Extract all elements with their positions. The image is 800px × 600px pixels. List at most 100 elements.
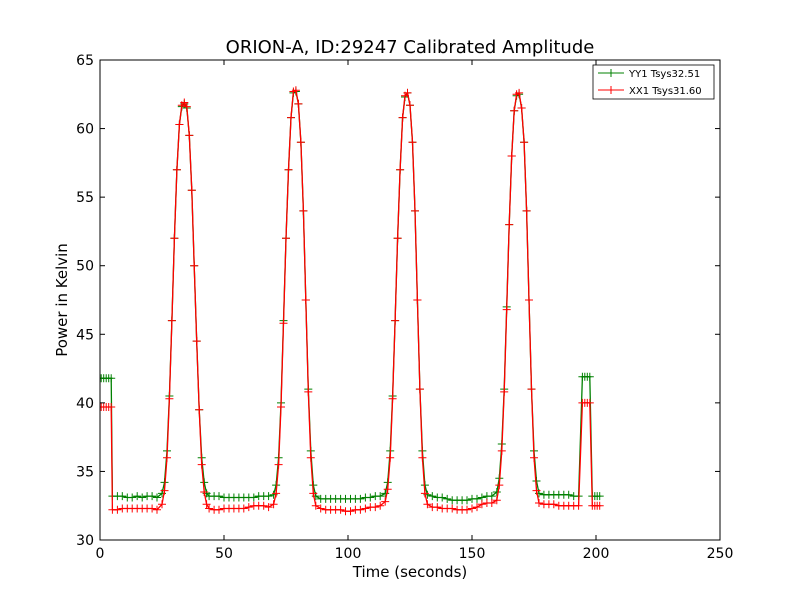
data-point-xx1 bbox=[371, 503, 380, 512]
data-point-xx1 bbox=[423, 500, 432, 509]
legend-entry-yy1[interactable]: YY1 Tsys32.51 bbox=[598, 69, 700, 80]
data-point-xx1 bbox=[172, 165, 181, 174]
data-point-xx1 bbox=[239, 504, 248, 513]
data-point-xx1 bbox=[520, 138, 529, 147]
data-point-yy1 bbox=[381, 489, 390, 498]
data-point-xx1 bbox=[477, 500, 486, 509]
axis-ticks: 0 50 100 150 200 250 30 35 40 45 50 55 60 65 bbox=[76, 53, 733, 562]
data-point-yy1 bbox=[118, 492, 127, 501]
data-point-xx1 bbox=[403, 88, 412, 97]
data-point-xx1 bbox=[215, 505, 223, 514]
data-point-xx1 bbox=[487, 499, 496, 507]
data-point-xx1 bbox=[167, 316, 176, 325]
data-point-xx1 bbox=[311, 501, 320, 510]
data-point-yy1 bbox=[215, 492, 223, 501]
data-point-xx1 bbox=[356, 505, 365, 514]
legend[interactable]: YY1 Tsys32.51 XX1 Tsys31.60 bbox=[592, 64, 715, 100]
data-point-xx1 bbox=[284, 165, 293, 174]
data-point-xx1 bbox=[264, 503, 273, 512]
data-point-xx1 bbox=[507, 152, 516, 160]
data-point-xx1 bbox=[107, 403, 116, 411]
data-point-xx1 bbox=[549, 500, 558, 509]
data-point-xx1 bbox=[595, 501, 604, 510]
data-point-xx1 bbox=[279, 319, 288, 328]
plot-area bbox=[100, 60, 720, 540]
data-point-xx1 bbox=[190, 261, 199, 270]
data-point-xx1 bbox=[500, 387, 509, 396]
data-point-xx1 bbox=[502, 305, 511, 314]
data-point-xx1 bbox=[361, 504, 370, 513]
data-point-xx1 bbox=[294, 99, 303, 108]
data-point-xx1 bbox=[205, 504, 214, 513]
data-point-xx1 bbox=[585, 398, 594, 407]
data-point-xx1 bbox=[522, 206, 531, 215]
data-point-xx1 bbox=[187, 186, 196, 195]
data-point-xx1 bbox=[192, 337, 201, 346]
data-point-xx1 bbox=[291, 86, 300, 95]
data-point-xx1 bbox=[153, 505, 161, 514]
data-point-xx1 bbox=[175, 120, 184, 129]
x-tick-label: 0 bbox=[96, 546, 105, 562]
data-point-yy1 bbox=[376, 492, 385, 501]
data-point-xx1 bbox=[346, 507, 355, 516]
data-point-xx1 bbox=[272, 489, 281, 498]
data-point-xx1 bbox=[180, 98, 189, 107]
data-point-xx1 bbox=[277, 403, 285, 411]
data-point-yy1 bbox=[366, 493, 375, 502]
data-point-xx1 bbox=[244, 503, 253, 512]
y-axis-label: Power in Kelvin bbox=[53, 243, 71, 357]
data-point-xx1 bbox=[396, 165, 405, 174]
chart-title: ORION-A, ID:29247 Calibrated Amplitude bbox=[226, 37, 595, 58]
legend-label-xx1: XX1 Tsys31.60 bbox=[629, 86, 702, 97]
data-point-xx1 bbox=[336, 505, 345, 514]
data-point-xx1 bbox=[163, 453, 171, 462]
data-point-xx1 bbox=[505, 220, 514, 229]
x-tick-label: 50 bbox=[215, 546, 233, 562]
data-point-xx1 bbox=[532, 486, 541, 495]
series-xx1 bbox=[100, 86, 604, 516]
y-tick-label: 40 bbox=[76, 396, 94, 412]
data-point-yy1 bbox=[585, 372, 594, 381]
y-tick-label: 60 bbox=[76, 122, 94, 138]
y-tick-label: 45 bbox=[76, 327, 94, 343]
data-point-yy1 bbox=[443, 494, 452, 503]
data-point-xx1 bbox=[299, 206, 308, 215]
data-point-xx1 bbox=[463, 505, 471, 514]
data-point-xx1 bbox=[165, 394, 174, 403]
data-point-xx1 bbox=[391, 316, 400, 325]
data-point-xx1 bbox=[274, 460, 283, 469]
x-tick-label: 250 bbox=[707, 546, 734, 562]
data-point-yy1 bbox=[356, 494, 365, 503]
data-point-yy1 bbox=[428, 492, 437, 501]
data-point-xx1 bbox=[418, 453, 427, 462]
data-point-xx1 bbox=[376, 501, 385, 510]
data-point-xx1 bbox=[182, 102, 191, 111]
data-point-xx1 bbox=[148, 504, 157, 513]
legend-entry-xx1[interactable]: XX1 Tsys31.60 bbox=[598, 86, 702, 97]
legend-box bbox=[592, 64, 715, 100]
data-point-xx1 bbox=[408, 138, 417, 147]
y-tick-label: 55 bbox=[76, 190, 94, 206]
data-point-xx1 bbox=[388, 394, 397, 403]
y-tick-label: 65 bbox=[76, 53, 94, 69]
y-tick-label: 30 bbox=[76, 533, 94, 549]
data-point-xx1 bbox=[415, 385, 424, 394]
data-point-yy1 bbox=[564, 490, 573, 499]
data-point-yy1 bbox=[249, 493, 258, 502]
data-point-xx1 bbox=[381, 497, 390, 506]
x-tick-label: 200 bbox=[583, 546, 610, 562]
data-point-xx1 bbox=[282, 234, 290, 243]
data-point-yy1 bbox=[463, 496, 471, 505]
data-point-xx1 bbox=[527, 385, 536, 394]
data-point-xx1 bbox=[200, 488, 209, 496]
data-point-xx1 bbox=[301, 296, 310, 304]
data-point-xx1 bbox=[574, 501, 583, 510]
data-point-xx1 bbox=[448, 504, 457, 513]
data-point-xx1 bbox=[497, 446, 506, 455]
data-point-xx1 bbox=[316, 504, 325, 513]
data-point-xx1 bbox=[413, 296, 422, 304]
data-point-xx1 bbox=[269, 500, 278, 509]
data-point-yy1 bbox=[477, 493, 486, 502]
y-tick-label: 50 bbox=[76, 259, 94, 275]
data-point-xx1 bbox=[420, 489, 429, 498]
